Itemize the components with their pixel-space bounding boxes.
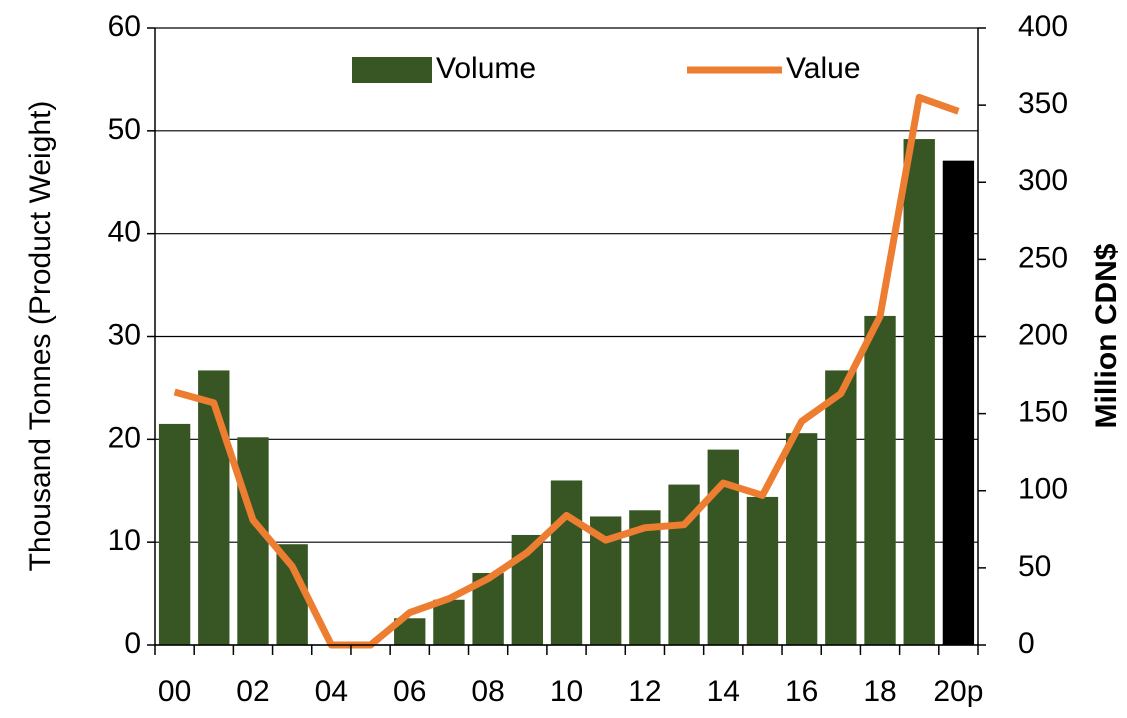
y-tick-label: 40 (108, 216, 141, 249)
y-tick-label: 60 (108, 10, 141, 43)
x-tick-label: 08 (471, 675, 504, 708)
y-tick-label: 50 (108, 113, 141, 146)
y-tick-label: 30 (108, 318, 141, 351)
bar (237, 437, 269, 645)
bar (785, 433, 818, 645)
legend-label: Value (786, 52, 861, 85)
y2-axis-label: Million CDN$ (1090, 243, 1123, 428)
y2-tick-label: 100 (1018, 473, 1068, 506)
y2-tick-label: 250 (1018, 241, 1068, 274)
y2-tick-label: 400 (1018, 10, 1068, 43)
x-tick-label: 10 (550, 675, 583, 708)
bar (198, 370, 230, 645)
y2-tick-label: 350 (1018, 87, 1068, 120)
y-tick-label: 20 (108, 421, 141, 454)
x-tick-label: 06 (393, 675, 426, 708)
y2-tick-label: 300 (1018, 164, 1068, 197)
bar (746, 496, 779, 645)
bar (864, 315, 896, 645)
legend-label: Volume (436, 52, 536, 85)
x-tick-label: 02 (236, 675, 269, 708)
y2-tick-label: 50 (1018, 550, 1051, 583)
x-tick-label: 14 (707, 675, 740, 708)
x-tick-label: 20p (933, 675, 983, 708)
x-tick-label: 04 (315, 675, 348, 708)
bar (158, 423, 191, 645)
bar (433, 599, 465, 645)
y-tick-label: 10 (108, 524, 141, 557)
x-tick-label: 00 (158, 675, 191, 708)
y2-tick-label: 200 (1018, 318, 1068, 351)
y2-tick-label: 150 (1018, 396, 1068, 429)
x-tick-label: 18 (863, 675, 896, 708)
y-tick-label: 0 (124, 627, 141, 660)
legend-swatch (352, 57, 432, 83)
x-tick-label: 12 (628, 675, 661, 708)
x-tick-label: 16 (785, 675, 818, 708)
line (173, 93, 960, 649)
bar (825, 370, 857, 645)
y2-tick-label: 0 (1018, 627, 1035, 660)
bar (707, 449, 739, 645)
y-axis-label: Thousand Tonnes (Product Weight) (24, 101, 57, 572)
bar (903, 139, 935, 645)
bar (550, 480, 583, 645)
bar (942, 160, 975, 645)
